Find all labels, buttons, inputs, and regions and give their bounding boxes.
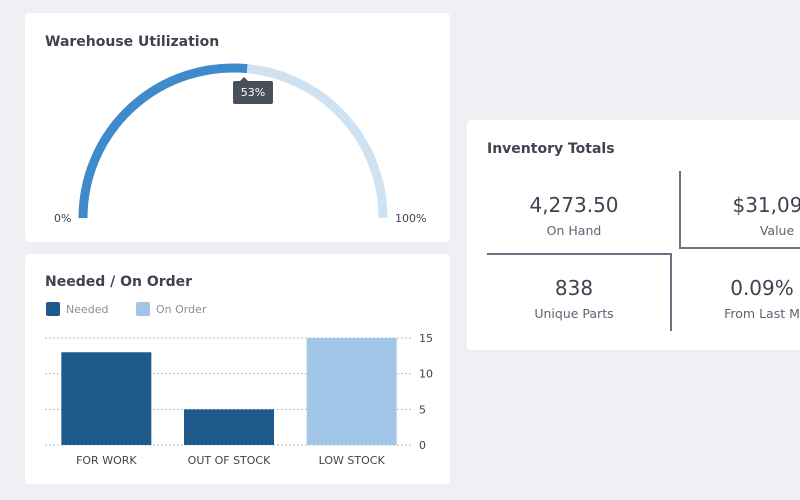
y-tick-label: 0	[419, 439, 426, 452]
stat-label: On Hand	[546, 223, 602, 238]
x-tick-label: LOW STOCK	[319, 454, 386, 467]
gauge-min-label: 0%	[54, 212, 72, 225]
stat-label: Unique Parts	[534, 306, 614, 321]
bar	[61, 352, 152, 445]
card-title: Needed / On Order	[45, 274, 193, 290]
stat-label: Value	[759, 223, 795, 238]
legend-on-order[interactable]: On Order	[136, 302, 206, 316]
bar	[184, 409, 274, 445]
utilization-gauge	[78, 63, 388, 219]
divider	[679, 247, 800, 249]
card-title: Warehouse Utilization	[45, 34, 220, 50]
x-tick-label: OUT OF STOCK	[188, 454, 271, 467]
divider	[679, 171, 681, 249]
y-tick-label: 5	[419, 403, 426, 416]
inventory-totals-card: Inventory Totals 4,273.50 On Hand $31,09…	[467, 120, 800, 350]
stat-value: $31,096.	[732, 193, 800, 217]
gauge-max-label: 100%	[395, 212, 427, 225]
warehouse-utilization-card: Warehouse Utilization 53% 0% 100%	[25, 13, 450, 242]
stat-value: 4,273.50	[529, 193, 619, 217]
y-tick-label: 10	[419, 368, 433, 381]
legend-swatch	[136, 302, 150, 316]
stat-label: From Last M	[724, 306, 800, 321]
x-tick-label: FOR WORK	[76, 454, 137, 467]
stat-value: 0.09%	[730, 276, 794, 300]
divider	[670, 253, 672, 331]
gauge-remaining-arc	[246, 64, 388, 219]
legend-label: Needed	[66, 302, 109, 316]
bar-chart: 0 5 10 15 FOR WORK OUT OF STOCK LOW STOCK	[45, 332, 433, 467]
card-title: Inventory Totals	[487, 141, 615, 157]
divider	[487, 253, 672, 255]
legend-swatch	[46, 302, 60, 316]
bar	[306, 338, 397, 445]
gauge-tooltip: 53%	[233, 77, 273, 104]
legend-label: On Order	[156, 302, 207, 316]
needed-on-order-card: Needed / On Order Needed On Order 0 5 10 15…	[25, 254, 450, 484]
stat-value: 838	[554, 276, 594, 300]
legend-needed[interactable]: Needed	[46, 302, 109, 316]
y-tick-label: 15	[419, 332, 433, 345]
gauge-filled-arc	[78, 63, 248, 219]
